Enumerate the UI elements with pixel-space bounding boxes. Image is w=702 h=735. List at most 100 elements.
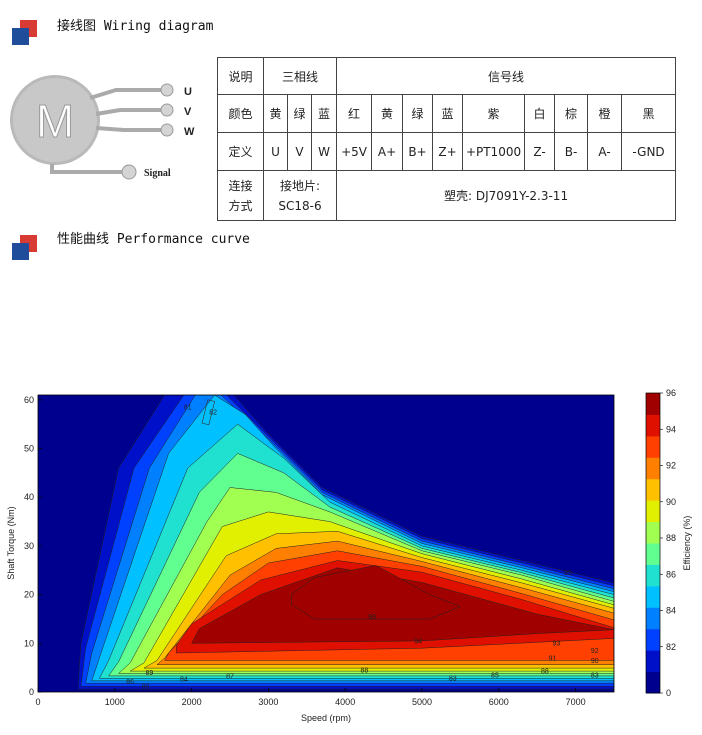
motor-letter: M (36, 95, 74, 147)
x-tick-label: 7000 (566, 697, 586, 707)
definition-cell: +5V (336, 132, 373, 171)
colorbar-segment (646, 478, 660, 501)
contour-label: 83 (449, 675, 457, 682)
color-cell: 棕 (554, 94, 589, 133)
efficiency-contour-chart: 81 82 93 96 94 93 92 91 90 89 88 88 87 86 85 84 83 83 80 0… (6, 388, 692, 723)
table-row: 颜色 黄 绿 蓝 红 黄 绿 蓝 紫 白 棕 橙 黑 (217, 94, 677, 133)
contour-label: 94 (414, 638, 422, 645)
terminal-line1: 接地片: (279, 178, 321, 193)
row-label-connection: 连接 方式 (217, 170, 264, 221)
colorbar-segment (646, 500, 660, 523)
signal-header: 信号线 (336, 57, 677, 95)
x-tick-label: 2000 (182, 697, 202, 707)
plot-frame (37, 394, 615, 693)
definition-cell: U (263, 132, 288, 171)
colorbar-tick-label: 86 (666, 569, 676, 579)
contour-label: 83 (591, 672, 599, 679)
x-tick-label: 6000 (489, 697, 509, 707)
contour-label: 85 (491, 672, 499, 679)
x-tick-label: 5000 (412, 697, 432, 707)
contour-label: 80 (142, 684, 150, 691)
contour-label: 96 (368, 614, 376, 621)
terminal-line2: SC18-6 (278, 198, 322, 213)
colorbar-segment (646, 393, 660, 415)
terminal-u-label: U (184, 86, 192, 98)
color-cell: 蓝 (310, 94, 338, 133)
y-tick-label: 20 (24, 590, 34, 600)
contour-label: 93 (564, 570, 572, 577)
definition-cell: W (310, 132, 338, 171)
contour-label: 88 (541, 668, 549, 675)
table-row: 连接 方式 接地片: SC18-6 塑壳: DJ7091Y-2.3-11 (217, 170, 677, 221)
performance-curve-title: 性能曲线 Performance curve (57, 232, 250, 247)
connection-label-line2: 方式 (228, 198, 253, 213)
definition-cell: Z+ (432, 132, 464, 171)
color-cell: 蓝 (432, 94, 464, 133)
x-tick-label: 1000 (105, 697, 125, 707)
terminal-w-label: W (184, 126, 195, 138)
y-tick-label: 60 (24, 395, 34, 405)
colorbar-tick-label: 90 (666, 497, 676, 507)
colorbar-tick-label: 92 (666, 461, 676, 471)
colorbar-segment (646, 671, 660, 694)
colorbar-tick-label: 0 (666, 688, 671, 698)
definition-cell: Z- (524, 132, 556, 171)
y-tick-label: 50 (24, 444, 34, 454)
colorbar-frame (645, 392, 661, 694)
y-tick-label: 30 (24, 541, 34, 551)
table-row: 说明 三相线 信号线 (217, 57, 677, 95)
contour-label: 88 (361, 668, 369, 675)
signal-label: Signal (144, 168, 171, 179)
y-tick-label: 10 (24, 638, 34, 648)
terminal-u-icon (160, 83, 174, 97)
contour-label: 90 (591, 658, 599, 665)
housing-cell: 塑壳: DJ7091Y-2.3-11 (336, 170, 677, 221)
colorbar-segment (646, 457, 660, 480)
definition-cell: A+ (371, 132, 404, 171)
contour-label: 81 (184, 405, 192, 412)
colorbar-segment (646, 650, 660, 673)
contour-label: 92 (591, 648, 599, 655)
colorbar-segment (646, 607, 660, 630)
color-cell: 紫 (462, 94, 526, 133)
terminal-signal-icon (121, 164, 137, 180)
y-axis-title: Shaft Torque (Nm) (6, 506, 16, 579)
section-marker-icon (12, 20, 38, 46)
color-cell: 黄 (263, 94, 288, 133)
color-cell: 黑 (621, 94, 677, 133)
contour-label: 89 (145, 670, 153, 677)
terminal-cell: 接地片: SC18-6 (262, 170, 338, 221)
colorbar-segment (646, 543, 660, 565)
colorbar-segment (646, 628, 660, 651)
x-tick-label: 3000 (258, 697, 278, 707)
contour-label: 91 (549, 655, 557, 662)
colorbar-tick-label: 88 (666, 533, 676, 543)
colorbar-tick-label: 94 (666, 424, 676, 434)
row-label-color: 颜色 (217, 94, 264, 133)
color-cell: 绿 (287, 94, 312, 133)
x-tick-label: 0 (35, 697, 40, 707)
contour-band (38, 689, 614, 692)
color-cell: 橙 (587, 94, 623, 133)
definition-cell: B+ (402, 132, 434, 171)
y-tick-label: 40 (24, 492, 34, 502)
definition-cell: -GND (621, 132, 677, 171)
contour-label: 82 (209, 409, 217, 416)
contour-hatch (201, 399, 215, 426)
terminal-w-icon (160, 123, 174, 137)
color-cell: 红 (336, 94, 373, 133)
connection-label-line1: 连接 (228, 178, 253, 193)
terminal-v-icon (160, 103, 174, 117)
contour-label: 84 (180, 676, 188, 683)
x-tick-label: 4000 (335, 697, 355, 707)
colorbar-segment (646, 521, 660, 544)
wiring-table: 说明 三相线 信号线 颜色 黄 绿 蓝 红 黄 绿 蓝 紫 白 棕 橙 黑 定义… (217, 57, 677, 221)
definition-cell: B- (554, 132, 589, 171)
row-label-description: 说明 (217, 57, 264, 95)
color-cell: 白 (524, 94, 556, 133)
contour-label: 93 (553, 641, 561, 648)
definition-cell: A- (587, 132, 623, 171)
motor-wiring-symbol: M U V W Signal (10, 75, 195, 180)
terminal-v-label: V (184, 106, 192, 118)
colorbar-segment (646, 435, 660, 458)
